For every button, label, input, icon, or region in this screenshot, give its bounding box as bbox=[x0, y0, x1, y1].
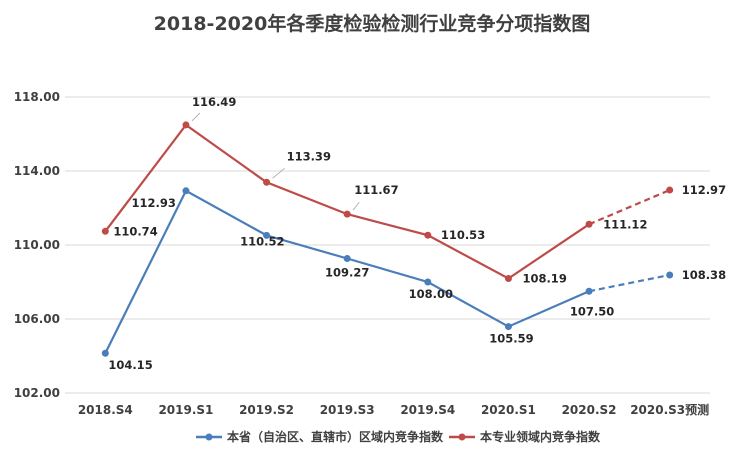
label-leader-line bbox=[191, 112, 201, 122]
legend-marker-series-2 bbox=[458, 433, 466, 441]
data-point-series-2[interactable] bbox=[585, 220, 593, 228]
data-label-series-2: 110.53 bbox=[441, 228, 485, 242]
legend-item-series-2[interactable]: 本专业领域内竞争指数 bbox=[449, 429, 601, 444]
legend-item-series-1[interactable]: 本省（自治区、直辖市）区域内竞争指数 bbox=[196, 429, 444, 444]
y-axis: 102.00 106.00 110.00 114.00 118.00 bbox=[14, 90, 60, 400]
data-point-series-2[interactable] bbox=[263, 178, 271, 186]
data-label-series-1: 109.27 bbox=[325, 266, 369, 280]
x-tick-label: 2020.S2 bbox=[562, 403, 617, 417]
data-label-series-1: 105.59 bbox=[489, 332, 533, 346]
data-label-series-1: 104.15 bbox=[108, 358, 152, 372]
y-tick-label: 106.00 bbox=[14, 312, 60, 326]
data-point-series-2[interactable] bbox=[424, 231, 432, 239]
series-lines bbox=[101, 121, 674, 357]
x-tick-label: 2019.S4 bbox=[400, 403, 455, 417]
x-tick-label: 2019.S3 bbox=[320, 403, 375, 417]
x-tick-label: 2020.S1 bbox=[481, 403, 536, 417]
data-label-series-2: 111.67 bbox=[354, 183, 398, 197]
data-label-series-2: 111.12 bbox=[603, 217, 647, 231]
data-point-series-2[interactable] bbox=[101, 227, 109, 235]
data-point-series-2[interactable] bbox=[182, 121, 190, 129]
legend: 本省（自治区、直辖市）区域内竞争指数 本专业领域内竞争指数 bbox=[196, 429, 601, 444]
y-tick-label: 118.00 bbox=[14, 90, 60, 104]
y-tick-label: 110.00 bbox=[14, 238, 60, 252]
y-tick-label: 114.00 bbox=[14, 164, 60, 178]
series-forecast-line-2 bbox=[588, 189, 671, 226]
data-labels: 104.15 112.93 110.52 109.27 108.00 105.59 107.… bbox=[108, 95, 726, 372]
gridlines bbox=[65, 96, 710, 394]
data-label-series-2: 112.97 bbox=[682, 183, 726, 197]
x-tick-label: 2018.S4 bbox=[78, 403, 133, 417]
data-label-series-1: 108.00 bbox=[409, 287, 453, 301]
data-label-series-2: 110.74 bbox=[113, 224, 157, 238]
data-label-series-2: 116.49 bbox=[192, 95, 236, 109]
data-point-series-1[interactable] bbox=[182, 187, 190, 195]
data-label-series-1: 110.52 bbox=[240, 234, 284, 248]
legend-label-series-1: 本省（自治区、直辖市）区域内竞争指数 bbox=[227, 429, 444, 444]
data-label-series-1: 112.93 bbox=[132, 196, 176, 210]
data-point-series-1[interactable] bbox=[666, 271, 674, 279]
data-point-series-1[interactable] bbox=[585, 287, 593, 295]
label-leader-line bbox=[352, 201, 360, 211]
data-label-series-2: 108.19 bbox=[522, 271, 566, 285]
legend-marker-series-1 bbox=[205, 433, 213, 441]
label-leader-line bbox=[272, 167, 285, 179]
data-point-series-2[interactable] bbox=[504, 274, 512, 282]
x-axis: 2018.S4 2019.S1 2019.S2 2019.S3 2019.S4 2020.… bbox=[78, 402, 709, 417]
series-forecast-line-1 bbox=[588, 273, 670, 293]
x-tick-label: 2019.S1 bbox=[158, 403, 213, 417]
data-point-series-1[interactable] bbox=[504, 323, 512, 331]
y-tick-label: 102.00 bbox=[14, 386, 60, 400]
data-point-series-1[interactable] bbox=[101, 349, 109, 357]
data-point-series-1[interactable] bbox=[343, 255, 351, 263]
legend-label-series-2: 本专业领域内竞争指数 bbox=[480, 429, 601, 444]
data-label-series-1: 108.38 bbox=[682, 268, 726, 282]
x-tick-label: 2019.S2 bbox=[239, 403, 294, 417]
x-tick-label: 2020.S3预测 bbox=[630, 402, 709, 417]
data-point-series-1[interactable] bbox=[424, 278, 432, 286]
data-label-series-2: 113.39 bbox=[287, 149, 331, 163]
data-point-series-2[interactable] bbox=[666, 186, 674, 194]
chart-title: 2018-2020年各季度检验检测行业竞争分项指数图 bbox=[154, 12, 591, 35]
data-point-series-2[interactable] bbox=[343, 210, 351, 218]
data-label-series-1: 107.50 bbox=[570, 304, 614, 318]
data-point-series-1[interactable] bbox=[263, 231, 271, 239]
